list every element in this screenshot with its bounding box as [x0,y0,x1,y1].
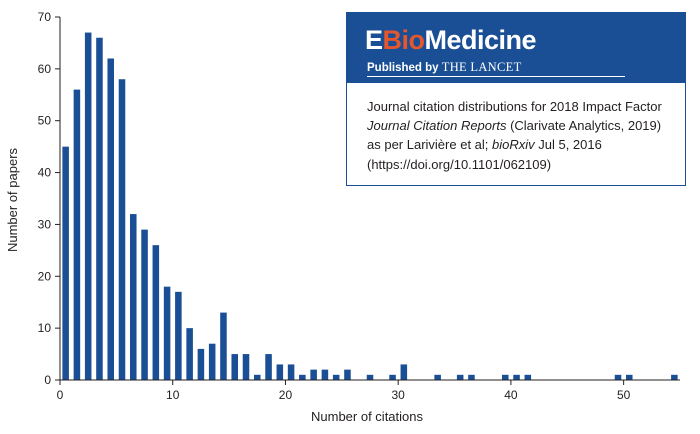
caption-line-3-start: as per Larivière et al; [367,137,493,152]
bar-29 [389,374,396,380]
bar-3 [96,37,103,381]
y-tick-label-50: 50 [38,114,52,128]
x-tick-label-50: 50 [617,388,631,402]
y-tick-label-70: 70 [38,10,52,24]
bar-30 [400,364,408,380]
caption-line-2: Journal Citation Reports (Clarivate Anal… [367,116,679,135]
ebiomedicine-logo: EBioMedicine [365,25,537,56]
caption-line-1: Journal citation distributions for 2018 … [367,97,679,116]
bar-4 [107,58,114,381]
bar-15 [231,354,238,380]
axes-group: 0 10 20 30 40 50 60 70 0 10 20 30 40 50 [38,10,680,402]
y-axis-title: Number of papers [5,147,20,252]
bar-16 [242,354,250,380]
x-tick-label-10: 10 [166,388,180,402]
bar-24 [332,374,340,380]
bar-10 [175,291,182,380]
bar-20 [287,364,295,380]
bar-9 [163,286,171,380]
caption-biorxiv: bioRxiv [492,137,535,152]
bar-13 [208,343,216,380]
bar-19 [276,364,284,380]
x-tick-label-20: 20 [279,388,293,402]
bar-27 [366,374,374,380]
bar-40 [513,374,520,380]
bar-35 [456,374,464,380]
publisher-underline [367,76,625,77]
bar-14 [220,312,227,380]
y-tick-label-30: 30 [38,217,52,231]
bar-5 [118,79,126,380]
bar-22 [310,369,317,380]
caption-line-3-end: Jul 5, 2016 [534,137,602,152]
bar-41 [524,374,532,380]
x-axis-title: Number of citations [311,409,423,424]
bar-50 [626,374,633,380]
bars-group [62,32,678,381]
bar-12 [197,348,205,380]
caption-line-3: as per Larivière et al; bioRxiv Jul 5, 2… [367,135,679,154]
bar-0 [62,146,69,380]
chart-caption: Journal citation distributions for 2018 … [367,97,679,154]
y-tick-label-0: 0 [44,373,51,387]
caption-line-1-text: Journal citation distributions for 2018 … [367,99,662,114]
bar-54 [671,374,678,380]
ebiomedicine-banner: EBioMedicine Published by THE LANCET [347,13,685,83]
bar-11 [186,328,193,380]
x-tick-label-0: 0 [57,388,64,402]
bar-49 [614,374,622,380]
bar-18 [265,354,272,380]
published-by-line: Published by THE LANCET [367,60,522,75]
journal-info-box: EBioMedicine Published by THE LANCET Jou… [346,12,686,186]
bar-7 [141,229,148,380]
bar-36 [468,374,475,380]
bar-1 [73,89,81,380]
logo-medicine: Medicine [424,25,537,55]
logo-e: E [365,25,383,55]
x-tick-label-40: 40 [504,388,518,402]
y-tick-label-60: 60 [38,62,52,76]
publisher-name: THE LANCET [441,60,522,74]
bar-17 [254,374,261,380]
bar-23 [321,369,329,380]
caption-report-title: Journal Citation Reports [367,118,507,133]
bar-33 [434,374,441,380]
doi-link-text: (https://doi.org/10.1101/062109) [367,157,552,172]
y-tick-label-10: 10 [38,321,52,335]
bar-6 [130,214,137,380]
x-tick-label-30: 30 [392,388,406,402]
bar-2 [84,32,92,381]
bar-21 [299,374,306,380]
caption-line-2-text: (Clarivate Analytics, 2019) [506,118,662,133]
bar-39 [502,374,509,380]
published-by-label: Published by [367,62,439,74]
y-tick-label-20: 20 [38,269,52,283]
y-tick-label-40: 40 [38,166,52,180]
bar-25 [344,369,351,380]
bar-8 [152,245,160,380]
logo-bio: Bio [382,25,426,55]
